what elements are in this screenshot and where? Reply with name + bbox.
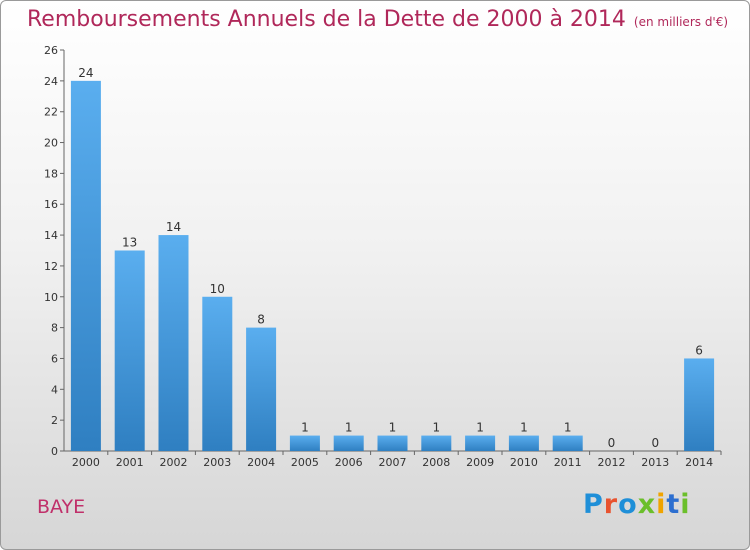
data-label: 1 bbox=[432, 421, 440, 435]
unit-note: (en milliers d'€) bbox=[633, 15, 729, 29]
bar bbox=[465, 435, 496, 451]
x-tick-label: 2008 bbox=[422, 456, 450, 469]
y-tick-label: 18 bbox=[44, 167, 58, 180]
y-tick-label: 14 bbox=[44, 229, 58, 242]
logo-letter: o bbox=[618, 489, 638, 520]
logo-letter: r bbox=[603, 489, 619, 520]
x-tick-label: 2013 bbox=[641, 456, 669, 469]
y-tick-label: 26 bbox=[44, 44, 58, 57]
data-label: 10 bbox=[210, 282, 225, 296]
x-tick-label: 2011 bbox=[554, 456, 582, 469]
proxiti-logo: Proxiti bbox=[583, 489, 691, 520]
y-tick-label: 16 bbox=[44, 198, 58, 211]
y-tick-label: 24 bbox=[44, 75, 58, 88]
data-label: 8 bbox=[257, 313, 265, 327]
x-tick-label: 2010 bbox=[510, 456, 538, 469]
data-label: 1 bbox=[345, 421, 353, 435]
y-tick-label: 8 bbox=[51, 322, 58, 335]
y-tick-label: 4 bbox=[51, 383, 58, 396]
x-tick-label: 2009 bbox=[466, 456, 494, 469]
x-tick-label: 2014 bbox=[685, 456, 713, 469]
x-tick-label: 2012 bbox=[598, 456, 626, 469]
data-label: 1 bbox=[564, 421, 572, 435]
data-label: 0 bbox=[651, 436, 659, 450]
x-tick-label: 2000 bbox=[72, 456, 100, 469]
bar bbox=[70, 80, 101, 451]
bar bbox=[421, 435, 452, 451]
bar bbox=[289, 435, 320, 451]
x-tick-label: 2002 bbox=[160, 456, 188, 469]
chart-title: Remboursements Annuels de la Dette de 20… bbox=[27, 7, 728, 32]
data-label: 14 bbox=[166, 220, 181, 234]
bar bbox=[508, 435, 539, 451]
bar bbox=[246, 327, 277, 451]
logo-letter: i bbox=[656, 489, 667, 520]
data-label: 1 bbox=[520, 421, 528, 435]
y-tick-label: 6 bbox=[51, 352, 58, 365]
logo-letter: i bbox=[680, 489, 691, 520]
data-label: 6 bbox=[695, 343, 703, 357]
logo-letter: t bbox=[666, 489, 681, 520]
data-label: 13 bbox=[122, 236, 137, 250]
x-tick-label: 2005 bbox=[291, 456, 319, 469]
data-label: 0 bbox=[608, 436, 616, 450]
y-tick-label: 22 bbox=[44, 106, 58, 119]
bar bbox=[158, 235, 189, 451]
y-tick-label: 20 bbox=[44, 137, 58, 150]
y-tick-label: 2 bbox=[51, 414, 58, 427]
data-label: 1 bbox=[389, 421, 397, 435]
x-tick-label: 2003 bbox=[203, 456, 231, 469]
bar bbox=[377, 435, 408, 451]
bar bbox=[114, 250, 145, 451]
bar bbox=[552, 435, 583, 451]
logo-letter: P bbox=[583, 489, 604, 520]
title-text: Remboursements Annuels de la Dette de 20… bbox=[27, 7, 626, 32]
data-label: 24 bbox=[78, 66, 93, 80]
x-tick-label: 2006 bbox=[335, 456, 363, 469]
bar bbox=[202, 296, 233, 451]
bar bbox=[333, 435, 364, 451]
y-tick-label: 10 bbox=[44, 291, 58, 304]
bar bbox=[684, 358, 715, 451]
data-label: 1 bbox=[301, 421, 309, 435]
x-tick-label: 2007 bbox=[379, 456, 407, 469]
place-name: BAYE bbox=[37, 496, 86, 518]
data-label: 1 bbox=[476, 421, 484, 435]
x-tick-label: 2001 bbox=[116, 456, 144, 469]
y-tick-label: 0 bbox=[51, 445, 58, 458]
logo-letter: x bbox=[637, 489, 657, 520]
x-tick-label: 2004 bbox=[247, 456, 275, 469]
y-tick-label: 12 bbox=[44, 260, 58, 273]
